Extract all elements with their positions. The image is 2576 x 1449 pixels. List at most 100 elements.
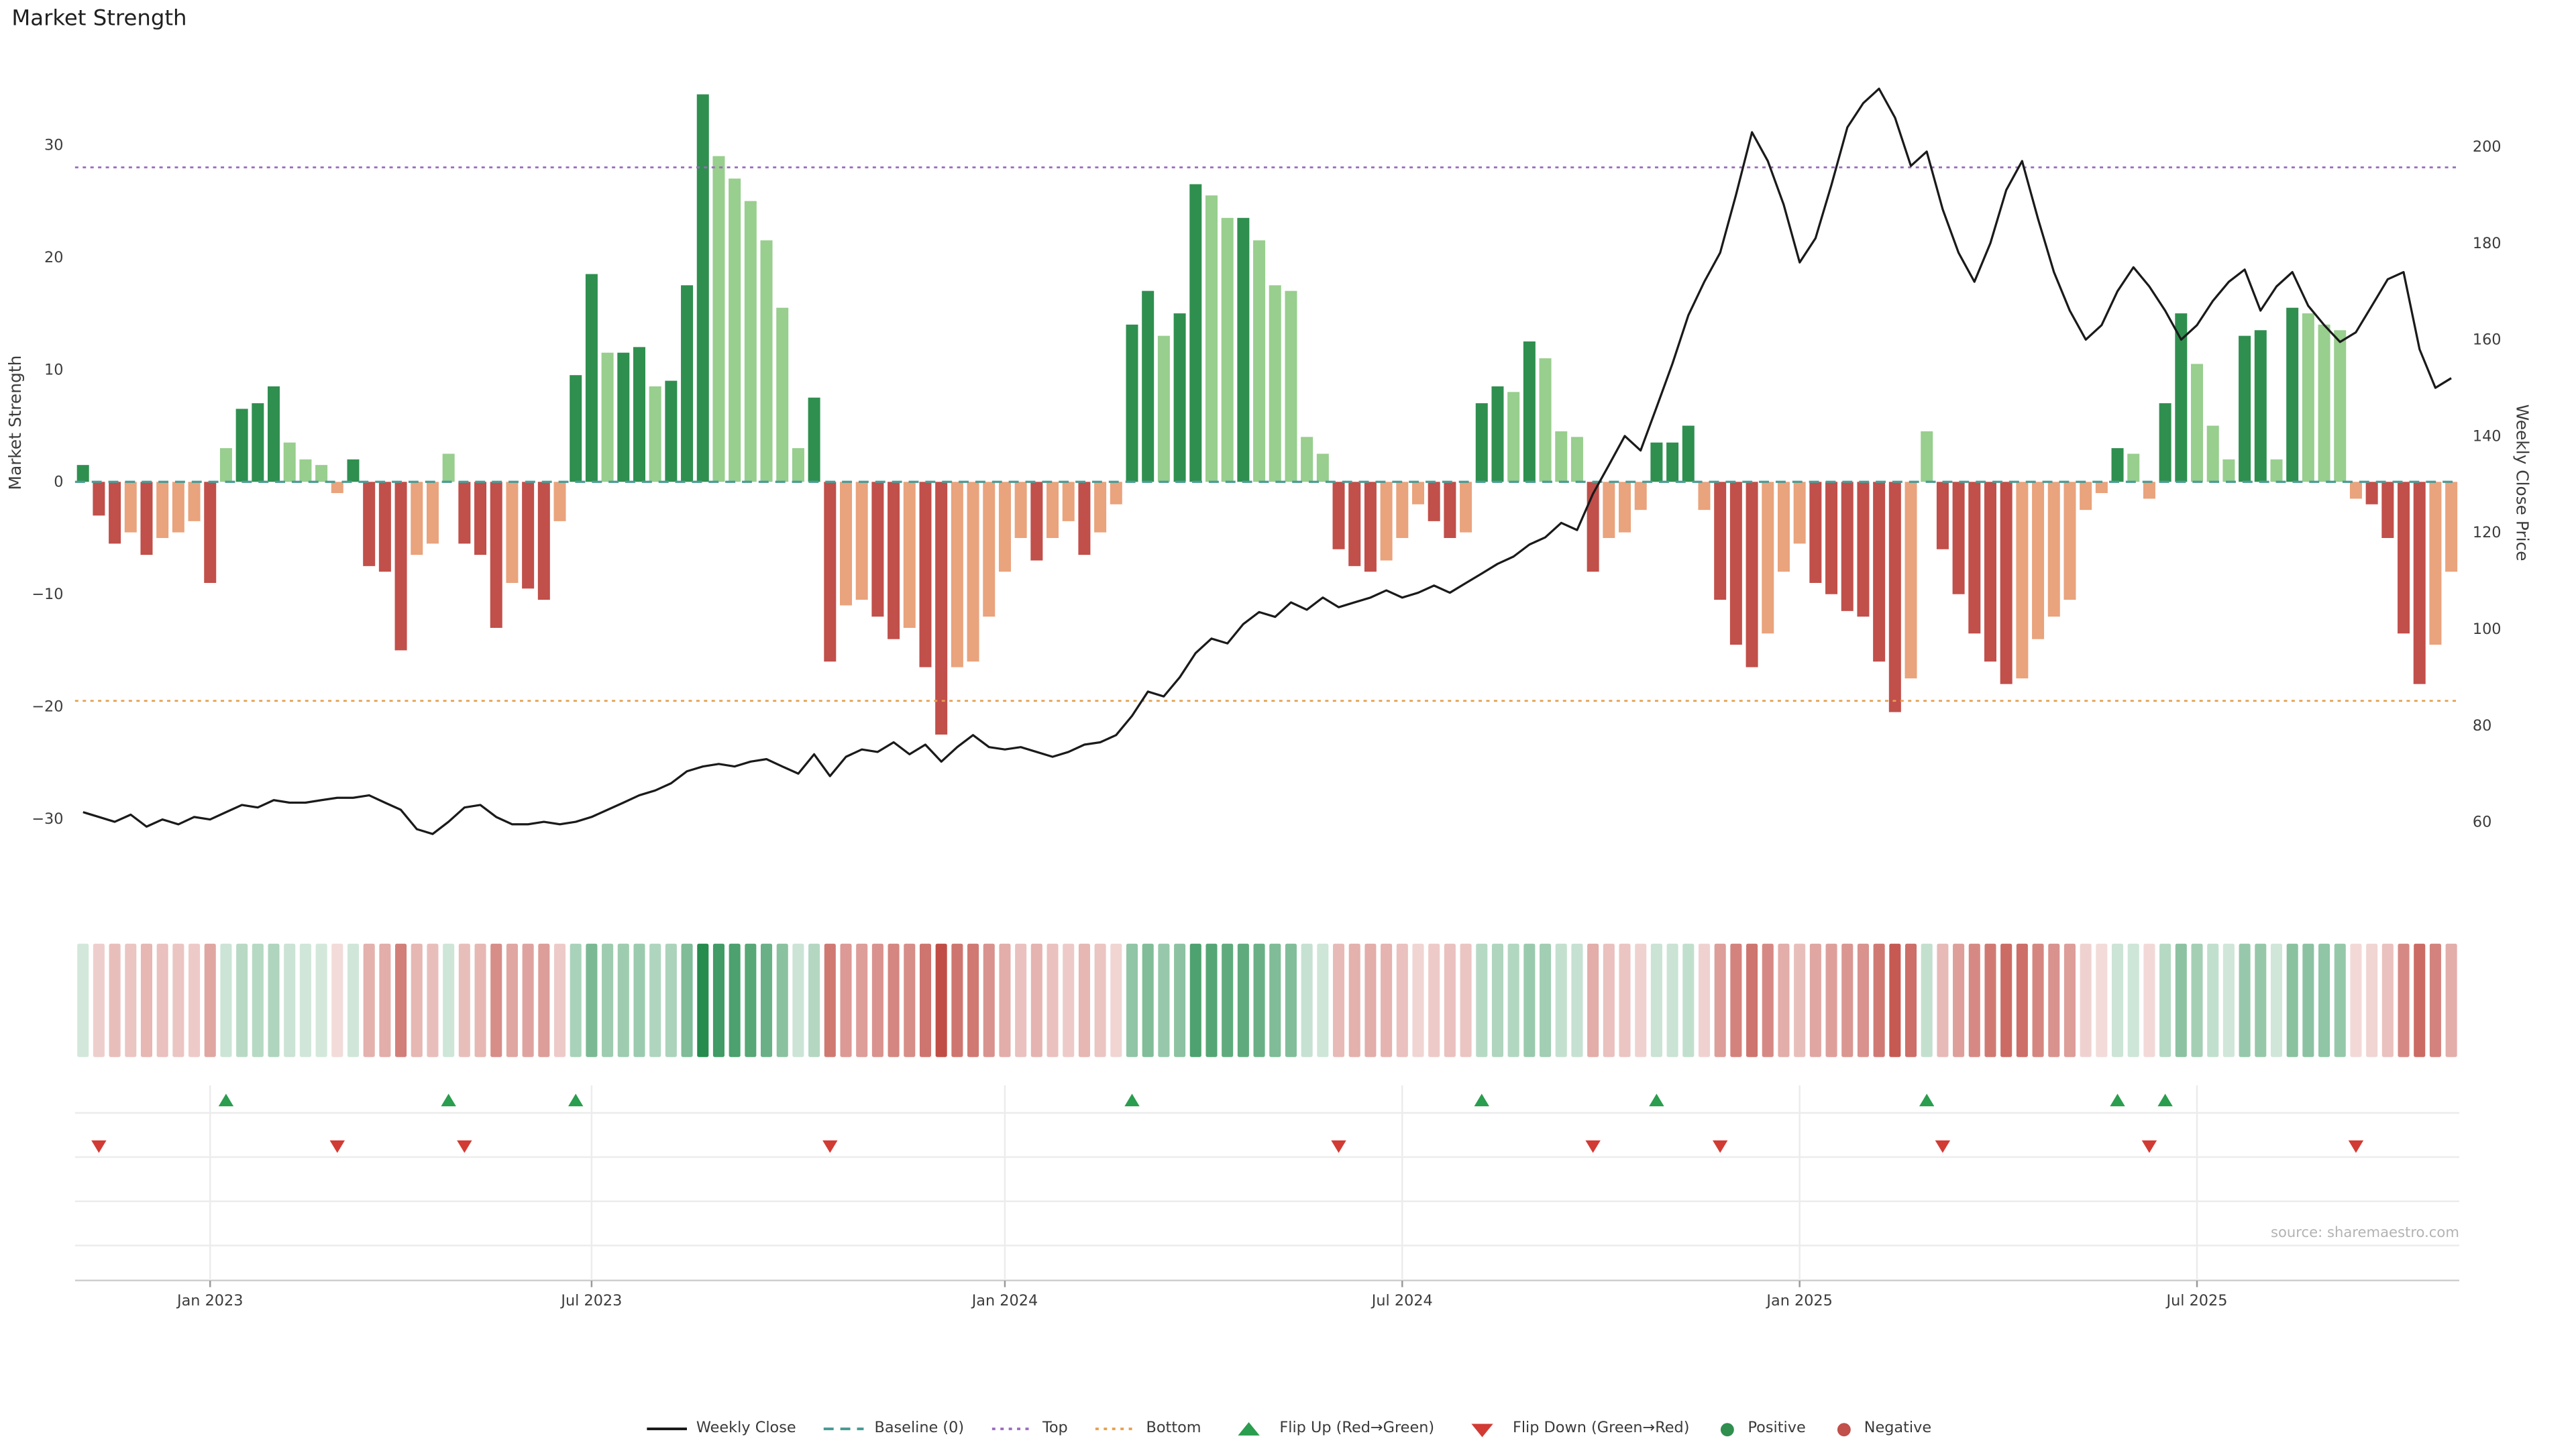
left-tick-label: −20 xyxy=(32,698,63,716)
heatmap-cell xyxy=(1381,943,1393,1057)
right-tick-label: 160 xyxy=(2473,331,2502,349)
strength-bar xyxy=(2239,335,2251,482)
heatmap-cell xyxy=(1921,943,1933,1057)
strength-bar xyxy=(1285,290,1297,482)
heatmap-cell xyxy=(1126,943,1138,1057)
heatmap-cell xyxy=(1540,943,1552,1057)
heatmap-cell xyxy=(1094,943,1106,1057)
strength-bar xyxy=(744,201,757,482)
strength-bar xyxy=(1030,482,1043,561)
heatmap-cell xyxy=(1158,943,1170,1057)
source-attribution: source: sharemaestro.com xyxy=(2270,1225,2459,1242)
x-axis-labels: Jan 2023 Jul 2023 Jan 2024 Jul 2024 Jan 2025… xyxy=(176,1292,2228,1309)
strength-bar xyxy=(2032,482,2045,639)
strength-bar xyxy=(1253,240,1266,482)
heatmap-cell xyxy=(824,943,836,1057)
strength-bar xyxy=(2429,482,2442,645)
left-tick-label: −30 xyxy=(32,810,63,828)
heatmap-cell xyxy=(2000,943,2012,1057)
heatmap-cell xyxy=(474,943,486,1057)
legend-label: Flip Down (Green→Red) xyxy=(1512,1420,1690,1438)
strength-bar xyxy=(1682,425,1695,482)
negative-dot-icon xyxy=(1837,1423,1851,1437)
heatmap-cell xyxy=(1937,943,1949,1057)
heatmap-cell xyxy=(1857,943,1869,1057)
strength-bar xyxy=(2191,364,2204,482)
heatmap-cell xyxy=(236,943,248,1057)
strength-bar xyxy=(1157,335,1170,482)
strength-bar xyxy=(537,482,550,600)
heatmap-cell xyxy=(2112,943,2124,1057)
strength-bar xyxy=(1904,482,1917,679)
strength-bar xyxy=(2127,453,2140,482)
strength-bar xyxy=(2349,482,2362,499)
flip-up-marker xyxy=(1474,1093,1489,1107)
marker-panel-grid xyxy=(74,1085,2459,1287)
strength-bar xyxy=(1603,482,1615,538)
heatmap-cell xyxy=(1491,943,1503,1057)
strength-bar xyxy=(1094,482,1107,533)
strength-bar xyxy=(1809,482,1822,583)
legend-label: Positive xyxy=(1748,1420,1806,1438)
strength-bar xyxy=(76,465,89,482)
heatmap-cell xyxy=(2239,943,2251,1057)
legend-item-flip-up: Flip Up (Red→Green) xyxy=(1228,1419,1434,1439)
right-tick-label: 180 xyxy=(2473,235,2502,252)
heatmap-cell xyxy=(1460,943,1472,1057)
strength-bar xyxy=(1269,285,1281,482)
weekly-close-line-icon xyxy=(646,1427,686,1430)
legend-item-bottom: Bottom xyxy=(1094,1419,1201,1439)
strength-bar xyxy=(919,482,932,667)
heatmap-cell xyxy=(1285,943,1297,1057)
bottom-dotted-icon xyxy=(1095,1428,1136,1430)
strength-bar xyxy=(601,352,614,482)
heatmap-cell xyxy=(1730,943,1742,1057)
strength-bar xyxy=(2381,482,2394,538)
heatmap-cell xyxy=(665,943,677,1057)
strength-bar xyxy=(1523,341,1536,482)
flip-down-marker xyxy=(1935,1140,1951,1153)
strength-bar xyxy=(1746,482,1758,667)
heatmap-cell xyxy=(1253,943,1265,1057)
strength-bar xyxy=(2047,482,2060,617)
heatmap-cell xyxy=(2366,943,2378,1057)
flip-down-marker xyxy=(91,1140,107,1153)
heatmap-cell xyxy=(1110,943,1122,1057)
heatmap-cell xyxy=(252,943,264,1057)
heatmap-cell xyxy=(2096,943,2108,1057)
strength-bar xyxy=(188,482,201,521)
strength-bar xyxy=(776,307,789,482)
heatmap-cell xyxy=(1841,943,1854,1057)
heatmap-cell xyxy=(1523,943,1536,1057)
left-tick-label: 20 xyxy=(44,249,63,266)
heatmap-cell xyxy=(299,943,311,1057)
positive-dot-icon xyxy=(1721,1423,1735,1437)
heatmap-cell xyxy=(2398,943,2410,1057)
legend-label: Top xyxy=(1042,1420,1068,1438)
heatmap-cell xyxy=(776,943,788,1057)
strength-bar xyxy=(1301,437,1313,482)
heatmap-cell xyxy=(745,943,757,1057)
strength-bar xyxy=(2175,313,2188,482)
strength-bar xyxy=(681,285,694,482)
heatmap-cell xyxy=(490,943,502,1057)
heatmap-cell xyxy=(1301,943,1313,1057)
strength-bar xyxy=(2365,482,2378,504)
heatmap-cell xyxy=(284,943,296,1057)
heatmap-cell xyxy=(1873,943,1885,1057)
heatmap-cell xyxy=(268,943,280,1057)
heatmap-cell xyxy=(2414,943,2426,1057)
heatmap-cell xyxy=(1682,943,1695,1057)
strength-bar xyxy=(1014,482,1027,538)
heatmap-cell xyxy=(1063,943,1075,1057)
left-tick-label: −10 xyxy=(32,586,63,603)
right-tick-label: 100 xyxy=(2473,621,2502,638)
strength-bar xyxy=(617,352,630,482)
strength-bar xyxy=(1142,290,1155,482)
heatmap-cell xyxy=(2063,943,2076,1057)
legend-item-baseline: Baseline (0) xyxy=(822,1419,964,1439)
strength-bar xyxy=(506,482,519,583)
heatmap-cell xyxy=(649,943,661,1057)
